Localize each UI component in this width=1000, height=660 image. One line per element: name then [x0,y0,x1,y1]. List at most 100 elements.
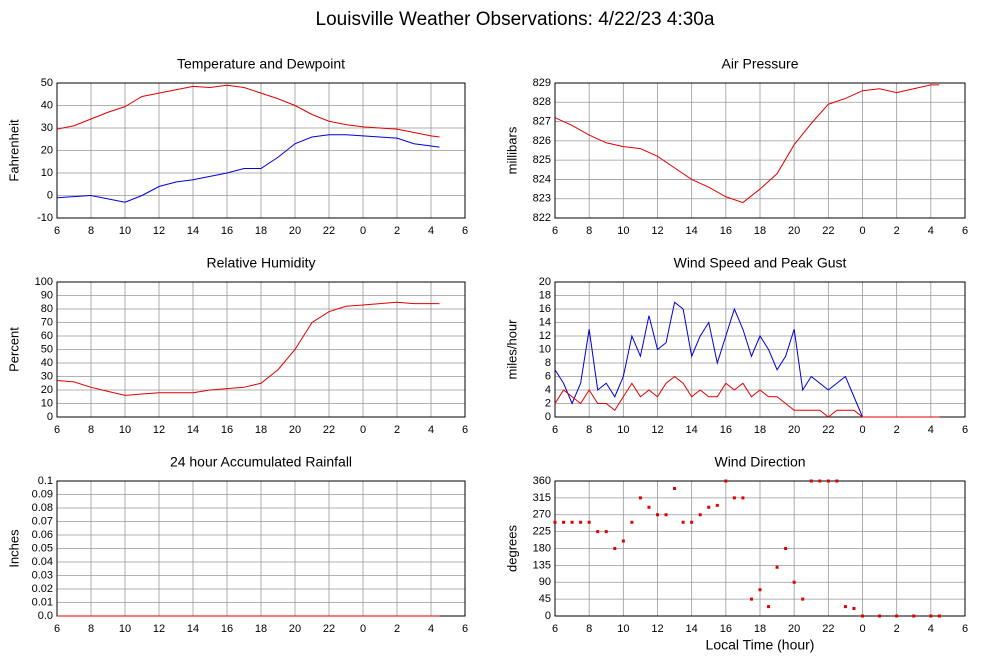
x-tick-label: 6 [462,623,468,635]
y-tick-label: 16 [539,303,551,315]
x-tick-label: 22 [323,623,335,635]
point [553,520,557,524]
x-tick-label: 18 [754,623,766,635]
point [604,530,608,534]
point [613,547,617,550]
y-tick-label: 827 [533,115,551,127]
x-tick-label: 14 [187,225,199,237]
y-tick-label: 315 [533,492,551,504]
y-tick-label: 0.1 [38,475,53,487]
point [878,614,882,618]
series-line [554,84,940,204]
y-tick-label: 0 [47,189,53,201]
point [630,520,634,524]
x-tick-label: 12 [651,623,663,635]
chart-title: 24 hour Accumulated Rainfall [170,454,352,470]
y-tick-label: 360 [533,475,551,487]
point [843,605,847,609]
point [587,520,591,524]
x-tick-label: 2 [394,225,400,237]
y-tick-label: 18 [539,289,551,301]
point [596,530,600,534]
point [929,614,933,618]
chart-title: Relative Humidity [207,255,316,271]
x-tick-label: 4 [428,225,434,237]
y-tick-label: 100 [35,276,53,288]
x-tick-label: 12 [153,225,165,237]
plot-frame [554,480,966,617]
y-tick-label: 40 [41,99,53,111]
y-tick-label: 225 [533,526,551,538]
x-tick-label: 16 [221,623,233,635]
x-tick-label: 0 [859,225,865,237]
y-tick-label: 50 [41,343,53,355]
x-tick-label: 16 [720,623,732,635]
y-tick-label: 270 [533,509,551,521]
plot-frame [554,281,966,418]
point [724,479,728,483]
chart-title: Wind Direction [714,454,805,470]
x-tick-label: 16 [720,424,732,436]
y-tick-label: 8 [545,357,551,369]
x-tick-label: 0 [859,623,865,635]
point [775,565,779,569]
x-tick-label: 14 [187,424,199,436]
y-tick-label: 0 [47,411,53,423]
y-tick-label: 4 [545,384,551,396]
series-line [56,134,440,203]
y-tick-label: 70 [41,316,53,328]
x-tick-label: 6 [552,225,558,237]
point [741,496,745,500]
point [758,588,762,592]
chart-title: Temperature and Dewpoint [177,56,345,72]
y-tick-label: 30 [41,122,53,134]
y-tick-label: 14 [539,316,551,328]
point [895,614,899,618]
y-tick-label: 6 [545,370,551,382]
x-tick-label: 14 [686,424,698,436]
x-tick-label: 12 [153,424,165,436]
x-tick-label: 0 [360,225,366,237]
point [570,520,574,524]
x-tick-label: 20 [788,424,800,436]
y-axis-label: millibars [504,126,519,174]
y-tick-label: 20 [41,144,53,156]
x-tick-label: 16 [221,225,233,237]
point [792,580,796,584]
x-tick-label: 18 [255,424,267,436]
x-tick-label: 6 [462,424,468,436]
y-tick-label: 829 [533,77,551,89]
x-tick-label: 16 [221,424,233,436]
x-tick-label: 10 [119,623,131,635]
y-tick-label: 828 [533,96,551,108]
point [826,479,830,483]
x-tick-label: 6 [552,623,558,635]
y-tick-label: 10 [539,343,551,355]
point [801,597,805,601]
point [937,614,941,618]
point [732,496,736,500]
point [690,520,694,524]
point [656,513,659,517]
x-tick-label: 4 [428,424,434,436]
x-tick-label: 0 [859,424,865,436]
x-tick-label: 22 [822,424,834,436]
y-tick-label: 10 [41,397,53,409]
x-axis-label: Local Time (hour) [706,637,815,653]
y-tick-label: 12 [539,330,551,342]
y-tick-label: 822 [533,212,551,224]
point [767,605,771,609]
page-title: Louisville Weather Observations: 4/22/23… [316,9,715,30]
y-axis-label: Percent [6,327,21,372]
x-tick-label: 20 [289,623,301,635]
y-tick-label: 20 [41,384,53,396]
x-tick-label: 20 [788,623,800,635]
x-tick-label: 12 [153,623,165,635]
y-tick-label: 30 [41,370,53,382]
y-axis-label: Inches [6,529,21,568]
point [835,479,839,483]
y-tick-label: 60 [41,330,53,342]
x-tick-label: 22 [323,225,335,237]
x-tick-label: 22 [822,623,834,635]
point [784,547,788,550]
